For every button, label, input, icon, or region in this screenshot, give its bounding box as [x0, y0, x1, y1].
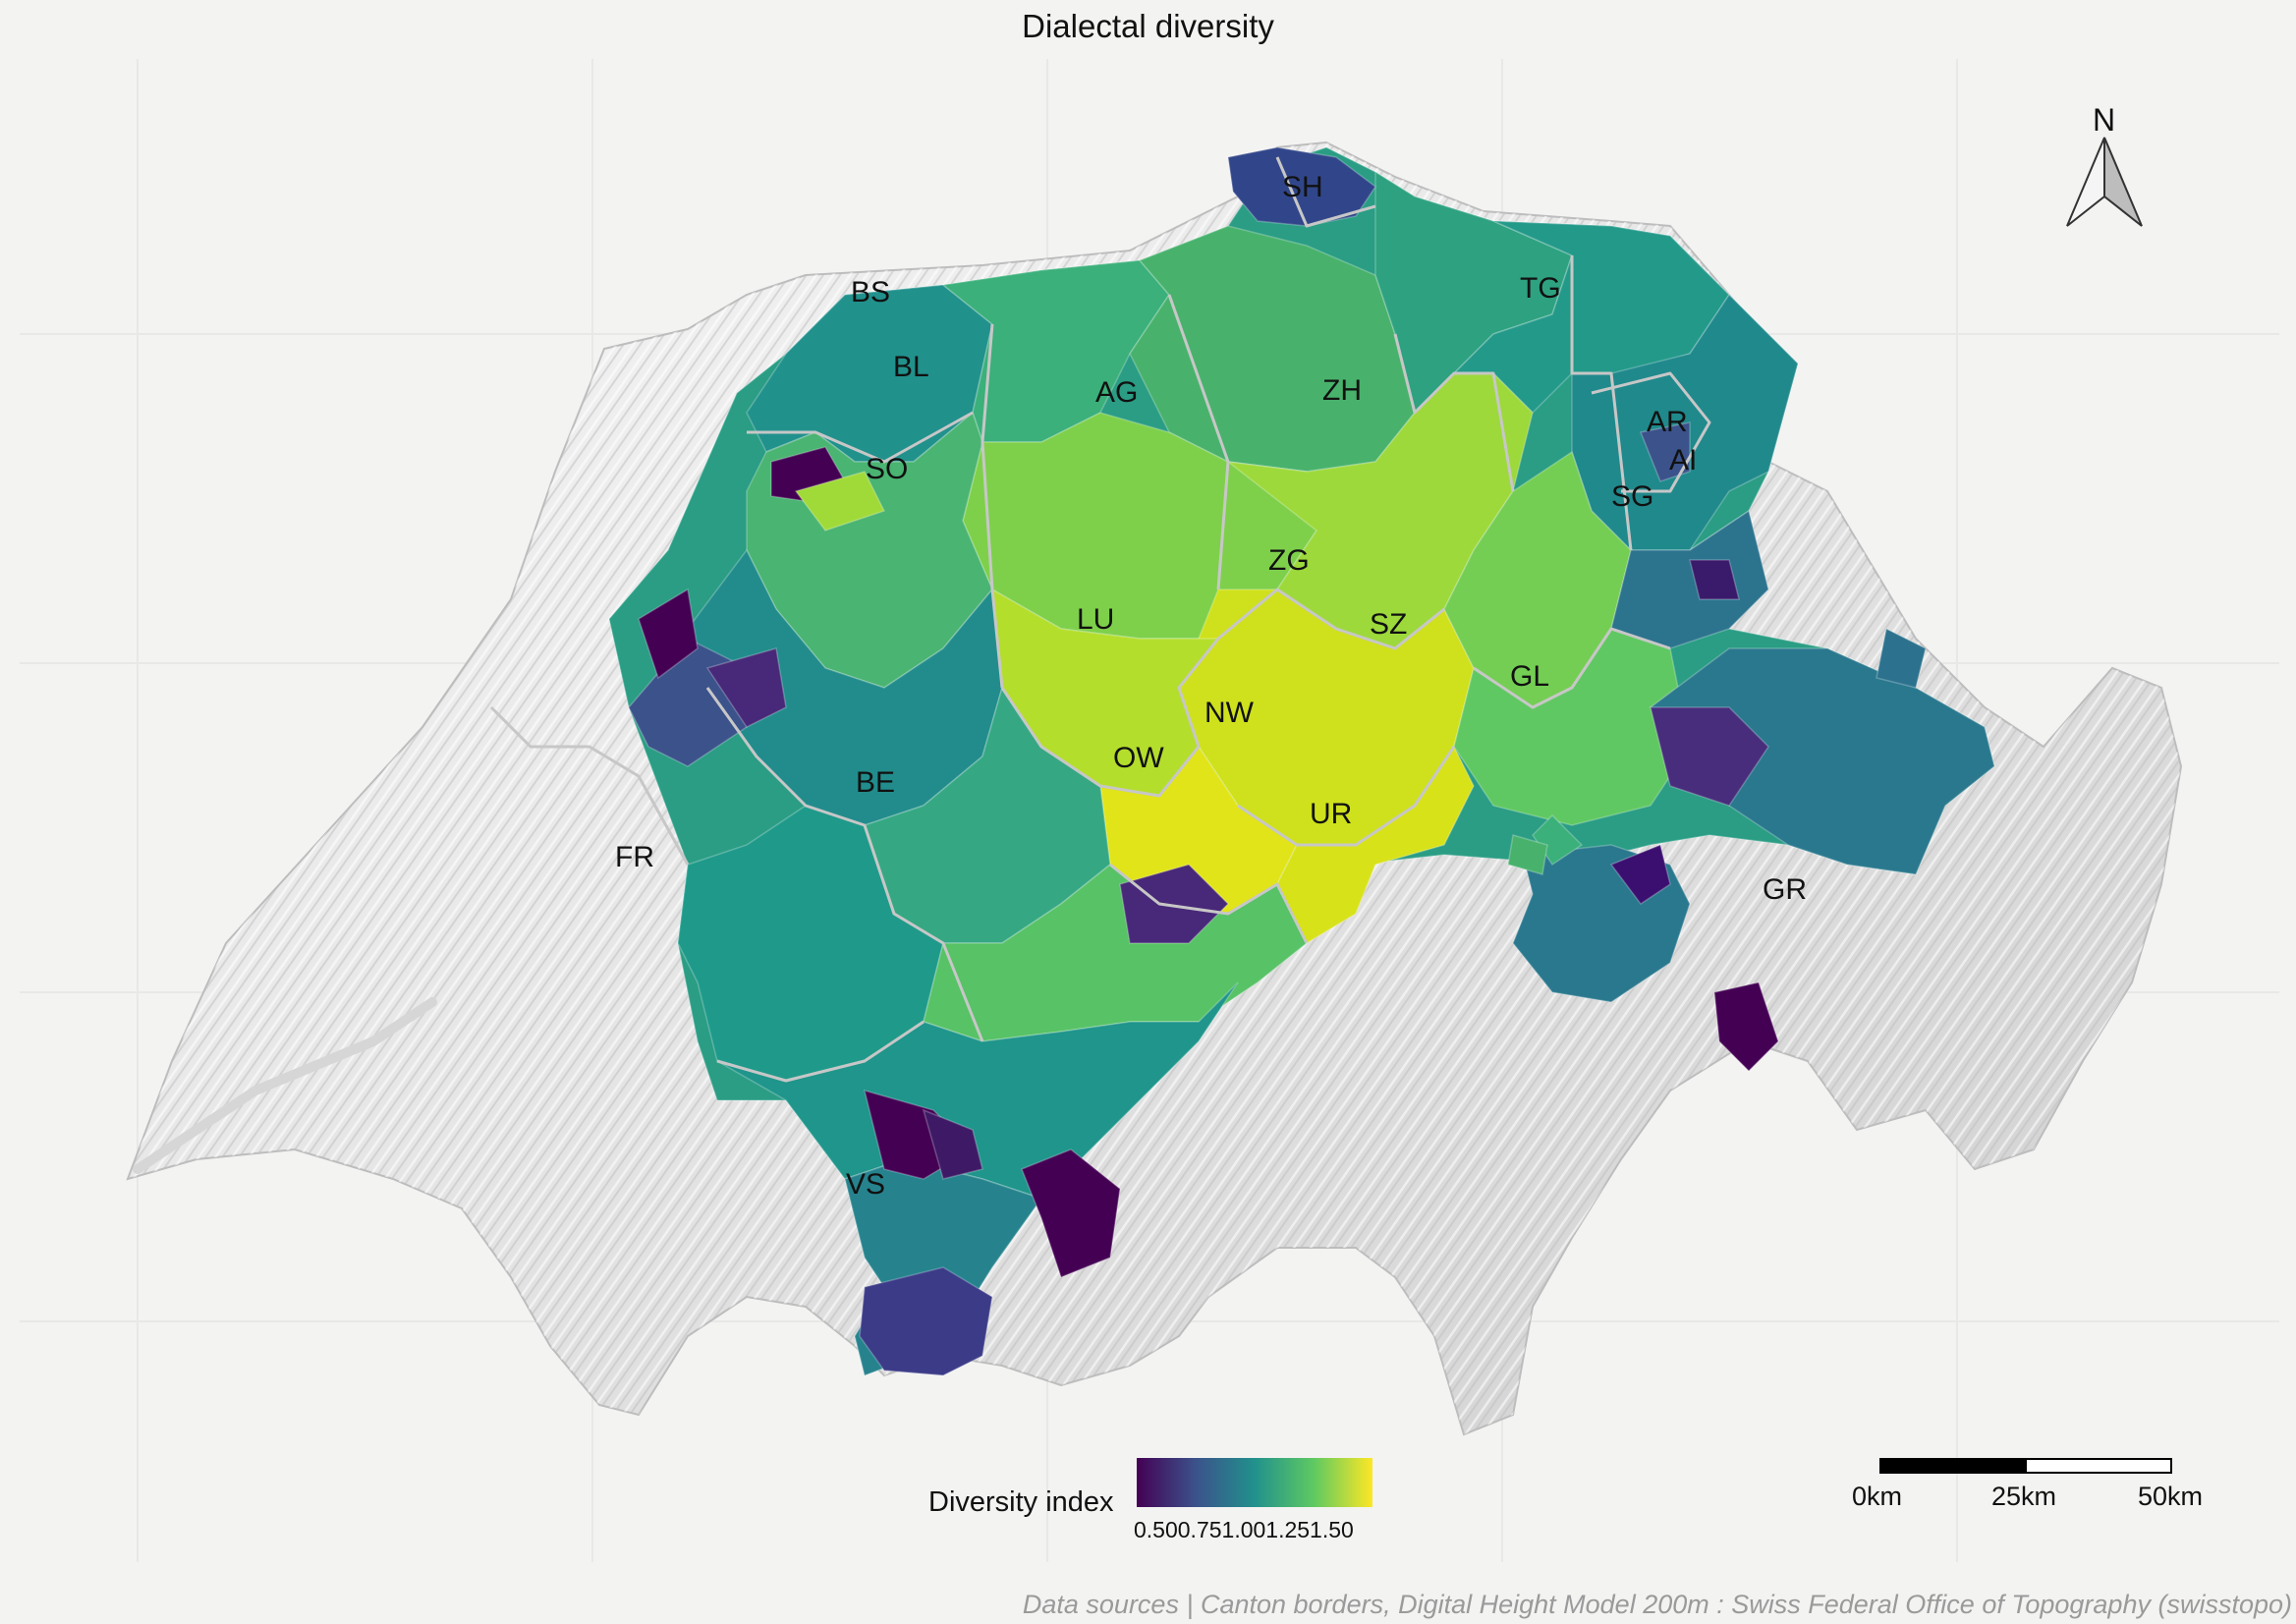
scale-label-25: 25km [1991, 1482, 2057, 1511]
scale-label-0: 0km [1852, 1482, 1903, 1511]
label-GL: GL [1510, 660, 1549, 693]
label-TG: TG [1520, 272, 1561, 305]
label-SZ: SZ [1370, 608, 1407, 641]
scale-label-50: 50km [2138, 1482, 2204, 1511]
label-AI: AI [1669, 444, 1697, 476]
label-AG: AG [1095, 376, 1138, 409]
diversity-surface [608, 146, 1995, 1376]
label-UR: UR [1310, 798, 1352, 830]
data-source-caption: Data sources | Canton borders, Digital H… [1022, 1590, 2292, 1619]
label-GR: GR [1763, 873, 1807, 906]
label-SO: SO [866, 453, 908, 485]
legend-tick-labels: 0.500.751.001.251.50 [1134, 1517, 1354, 1542]
label-FR: FR [615, 841, 654, 873]
label-SH: SH [1282, 171, 1323, 203]
label-SG: SG [1611, 480, 1653, 513]
label-ZG: ZG [1268, 544, 1310, 577]
legend-colorbar [1137, 1458, 1372, 1507]
north-arrow-icon: N [2066, 102, 2143, 227]
scale-bar [1879, 1458, 2172, 1474]
label-BL: BL [893, 351, 929, 383]
label-LU: LU [1077, 603, 1114, 636]
north-label: N [2093, 102, 2115, 138]
label-VS: VS [846, 1168, 885, 1201]
legend-title: Diversity index [928, 1486, 1114, 1518]
label-NW: NW [1204, 697, 1255, 729]
label-OW: OW [1113, 742, 1164, 774]
label-BS: BS [851, 276, 890, 308]
label-BE: BE [856, 766, 895, 799]
map-title: Dialectal diversity [1022, 8, 1274, 44]
label-ZH: ZH [1322, 374, 1362, 407]
label-AR: AR [1647, 406, 1688, 438]
canton-borders [489, 156, 1711, 1083]
canton-labels: SH BS BL TG AG ZH AR AI SO SG ZG LU SZ G… [615, 171, 1807, 1201]
